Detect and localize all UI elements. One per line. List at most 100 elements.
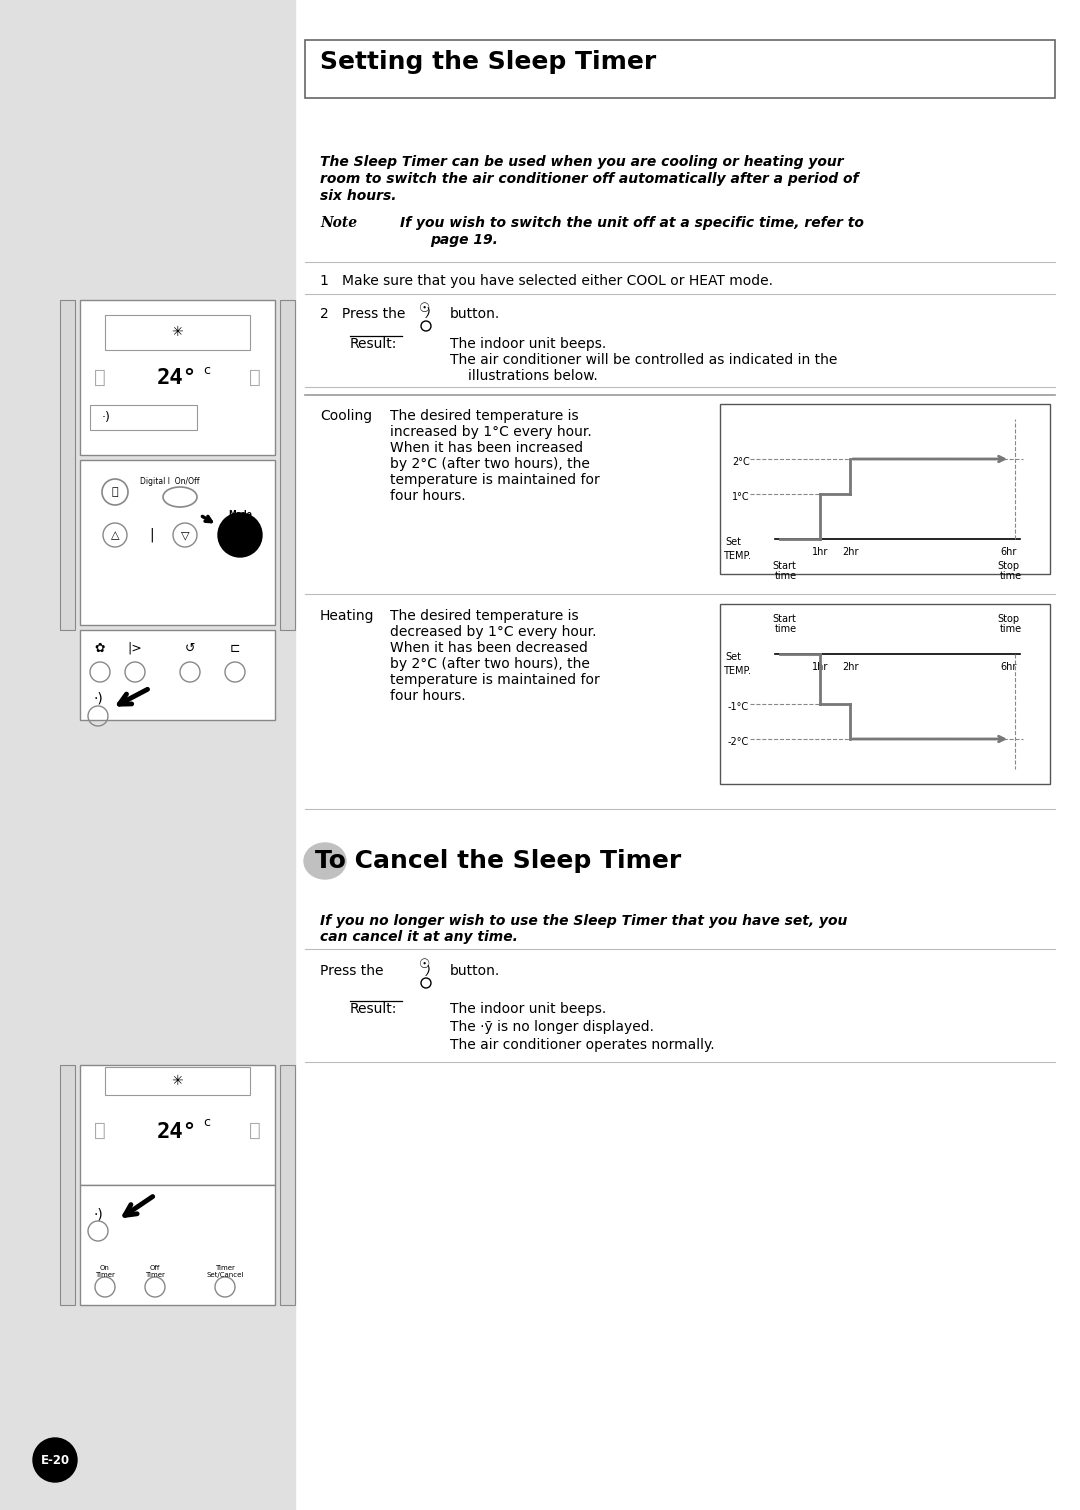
Text: six hours.: six hours. [320, 189, 396, 202]
Text: ✿: ✿ [95, 642, 105, 654]
Text: Stop: Stop [997, 615, 1020, 624]
Text: 6hr: 6hr [1000, 661, 1016, 672]
Text: The air conditioner will be controlled as indicated in the: The air conditioner will be controlled a… [450, 353, 837, 367]
Text: time: time [1000, 624, 1022, 634]
Bar [280, 1065, 295, 1305]
Text: -1°C: -1°C [728, 702, 750, 713]
Bar [80, 630, 275, 720]
Text: ☉: ☉ [419, 302, 431, 314]
Bar [80, 300, 275, 455]
Text: time: time [1000, 571, 1022, 581]
Text: ·): ·) [102, 412, 111, 424]
Text: When it has been decreased: When it has been decreased [390, 642, 588, 655]
Bar [105, 316, 249, 350]
Bar [80, 461, 275, 625]
Text: ☉: ☉ [419, 959, 431, 971]
Text: ▽: ▽ [180, 530, 189, 541]
Text: 〜: 〜 [249, 1120, 261, 1140]
Text: The ·ȳ is no longer displayed.: The ·ȳ is no longer displayed. [450, 1019, 654, 1034]
Bar [90, 405, 197, 430]
Text: Stop: Stop [997, 562, 1020, 571]
Text: The indoor unit beeps.: The indoor unit beeps. [450, 1003, 606, 1016]
Text: 〜: 〜 [94, 367, 106, 387]
Text: -2°C: -2°C [728, 737, 750, 747]
Bar [105, 1068, 249, 1095]
Text: Set: Set [725, 538, 741, 547]
Text: increased by 1°C every hour.: increased by 1°C every hour. [390, 424, 592, 439]
Text: Set: Set [725, 652, 741, 661]
Bar [295, 0, 1080, 1510]
Text: Start: Start [772, 562, 796, 571]
Text: Heating: Heating [320, 609, 375, 624]
Text: 〜: 〜 [94, 1120, 106, 1140]
Circle shape [33, 1438, 77, 1481]
Text: four hours.: four hours. [390, 689, 465, 704]
Text: room to switch the air conditioner off automatically after a period of: room to switch the air conditioner off a… [320, 172, 859, 186]
Text: The desired temperature is: The desired temperature is [390, 609, 579, 624]
Text: 1°C: 1°C [732, 492, 750, 501]
Text: illustrations below.: illustrations below. [468, 368, 597, 384]
Text: ↺: ↺ [185, 642, 195, 654]
Text: ·): ·) [93, 1208, 103, 1222]
Text: temperature is maintained for: temperature is maintained for [390, 473, 599, 488]
Bar [280, 300, 295, 630]
Bar [720, 604, 1050, 784]
Text: can cancel it at any time.: can cancel it at any time. [320, 930, 518, 944]
Text: E-20: E-20 [40, 1454, 69, 1466]
Text: temperature is maintained for: temperature is maintained for [390, 673, 599, 687]
Text: decreased by 1°C every hour.: decreased by 1°C every hour. [390, 625, 596, 639]
Text: The indoor unit beeps.: The indoor unit beeps. [450, 337, 606, 350]
Text: 2hr: 2hr [842, 547, 859, 557]
Text: 2°C: 2°C [732, 458, 750, 467]
Text: To Cancel the Sleep Timer: To Cancel the Sleep Timer [315, 849, 681, 873]
Text: Setting the Sleep Timer: Setting the Sleep Timer [320, 50, 657, 74]
Circle shape [218, 513, 262, 557]
Text: ✳: ✳ [172, 325, 183, 340]
Text: 6hr: 6hr [1000, 547, 1016, 557]
Text: 〜: 〜 [249, 367, 261, 387]
Text: The air conditioner operates normally.: The air conditioner operates normally. [450, 1037, 715, 1052]
Bar [305, 39, 1055, 98]
Text: Result:: Result: [350, 337, 397, 350]
Text: 1   Make sure that you have selected either COOL or HEAT mode.: 1 Make sure that you have selected eithe… [320, 273, 773, 288]
Text: time: time [775, 571, 797, 581]
Text: |: | [150, 528, 154, 542]
Text: If you no longer wish to use the Sleep Timer that you have set, you: If you no longer wish to use the Sleep T… [320, 914, 848, 929]
Text: ·): ·) [93, 692, 103, 705]
Text: 1hr: 1hr [812, 547, 828, 557]
Text: Note: Note [320, 216, 357, 230]
Text: button.: button. [450, 307, 500, 322]
Text: If you wish to switch the unit off at a specific time, refer to: If you wish to switch the unit off at a … [400, 216, 864, 230]
Text: On
Timer: On Timer [95, 1265, 114, 1277]
Bar [60, 300, 75, 630]
Text: 24°: 24° [157, 368, 197, 388]
Text: 2   Press the: 2 Press the [320, 307, 405, 322]
Text: Digital I  On/Off: Digital I On/Off [140, 477, 200, 486]
Text: When it has been increased: When it has been increased [390, 441, 583, 455]
Text: button.: button. [450, 963, 500, 978]
Bar [60, 1065, 75, 1305]
Text: 1hr: 1hr [812, 661, 828, 672]
Text: by 2°C (after two hours), the: by 2°C (after two hours), the [390, 458, 590, 471]
Text: TEMP.: TEMP. [723, 666, 751, 676]
Text: ✳: ✳ [172, 1074, 183, 1089]
Text: ): ) [426, 308, 431, 320]
Text: c: c [203, 1116, 211, 1129]
Bar [0, 0, 295, 1510]
Bar [80, 1185, 275, 1305]
Text: page 19.: page 19. [430, 233, 498, 248]
Text: Result:: Result: [350, 1003, 397, 1016]
Text: Off
Timer: Off Timer [145, 1265, 165, 1277]
Text: The Sleep Timer can be used when you are cooling or heating your: The Sleep Timer can be used when you are… [320, 156, 843, 169]
Text: Mode: Mode [228, 510, 252, 519]
Text: Start: Start [772, 615, 796, 624]
Text: Timer
Set/Cancel: Timer Set/Cancel [206, 1265, 244, 1277]
Text: The desired temperature is: The desired temperature is [390, 409, 579, 423]
Text: c: c [203, 364, 211, 376]
Text: ⏻: ⏻ [111, 488, 119, 497]
Text: Cooling: Cooling [320, 409, 373, 423]
Text: four hours.: four hours. [390, 489, 465, 503]
Text: time: time [775, 624, 797, 634]
Text: by 2°C (after two hours), the: by 2°C (after two hours), the [390, 657, 590, 670]
Text: 2hr: 2hr [842, 661, 859, 672]
